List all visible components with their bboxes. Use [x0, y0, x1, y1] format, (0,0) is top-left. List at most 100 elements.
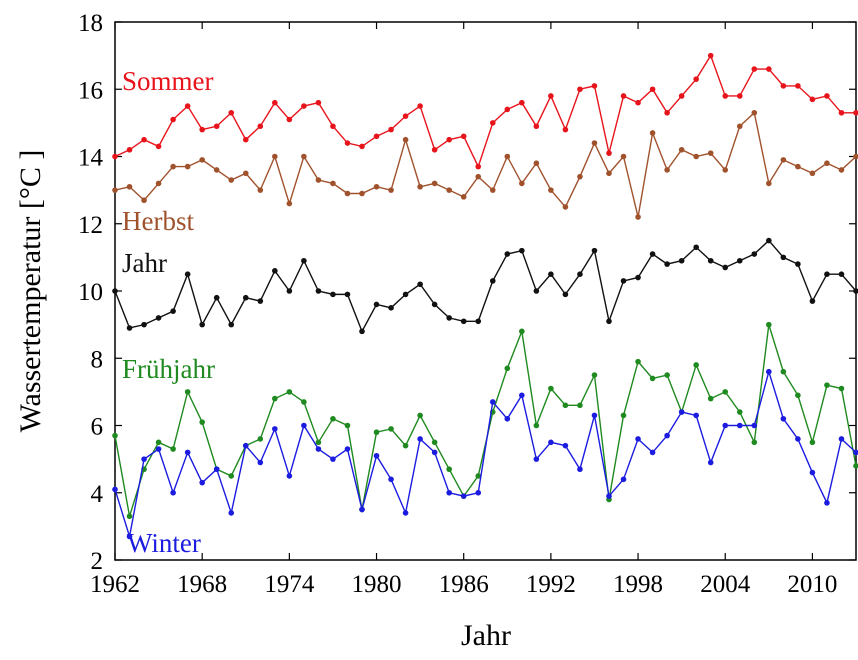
data-point: [577, 86, 583, 93]
y-tick-label: 12: [78, 212, 103, 239]
data-point: [359, 143, 365, 150]
data-point: [272, 153, 278, 160]
data-point: [170, 116, 176, 123]
data-point: [548, 187, 554, 193]
data-point: [693, 412, 699, 419]
data-point: [199, 157, 205, 163]
data-point: [272, 99, 278, 106]
x-tick-label: 1992: [526, 571, 576, 598]
data-point: [228, 473, 235, 479]
data-point: [751, 422, 758, 429]
data-point: [373, 133, 380, 140]
data-point: [257, 123, 264, 130]
y-tick-label: 4: [91, 481, 104, 508]
data-point: [809, 469, 816, 476]
data-point: [199, 126, 205, 133]
data-point: [809, 439, 816, 446]
data-point: [736, 409, 743, 415]
data-point: [795, 261, 801, 267]
data-point: [431, 146, 438, 153]
data-point: [504, 106, 511, 113]
data-point: [577, 271, 583, 277]
data-point: [606, 150, 612, 156]
x-tick-label: 1968: [177, 571, 227, 598]
data-point: [373, 301, 380, 308]
data-point: [301, 422, 307, 429]
data-point: [707, 150, 714, 156]
data-point: [722, 389, 729, 395]
data-point: [213, 466, 220, 473]
data-point: [446, 136, 452, 143]
data-point: [257, 298, 264, 304]
data-point: [257, 459, 264, 466]
data-point: [780, 368, 787, 375]
data-point: [199, 419, 205, 425]
data-point: [736, 123, 743, 130]
data-point: [707, 52, 714, 59]
data-point: [780, 415, 787, 422]
x-tick-label: 1980: [352, 571, 402, 598]
data-point: [301, 153, 307, 160]
data-point: [751, 439, 758, 446]
data-point: [489, 278, 496, 284]
data-point: [431, 439, 438, 446]
data-point: [736, 422, 743, 429]
data-point: [155, 446, 162, 452]
data-point: [475, 163, 482, 170]
series-line: [114, 54, 856, 169]
data-point: [838, 109, 845, 116]
data-point: [141, 456, 147, 462]
data-point: [780, 254, 787, 261]
data-point: [155, 439, 162, 446]
data-point: [519, 328, 525, 335]
data-point: [301, 399, 307, 405]
data-point: [606, 318, 612, 325]
data-point: [795, 392, 801, 399]
data-point: [344, 446, 351, 452]
data-point: [693, 153, 699, 160]
data-point: [213, 123, 220, 130]
data-point: [664, 372, 670, 378]
data-point: [489, 399, 496, 405]
data-point: [606, 170, 612, 177]
data-point: [330, 123, 336, 130]
data-point: [519, 99, 525, 106]
data-point: [155, 143, 162, 150]
data-point: [795, 163, 801, 170]
data-point: [722, 93, 729, 99]
data-point: [315, 288, 322, 294]
x-tick-label: 1974: [264, 571, 315, 598]
data-point: [301, 103, 307, 109]
data-point: [388, 126, 394, 133]
data-point: [853, 288, 858, 294]
data-point: [286, 389, 293, 395]
data-point: [795, 83, 801, 89]
data-point: [330, 180, 336, 187]
data-point: [519, 180, 525, 187]
data-point: [228, 109, 235, 116]
data-point: [649, 375, 656, 382]
data-point: [126, 146, 133, 153]
data-point: [402, 113, 409, 119]
data-point: [809, 96, 816, 103]
data-point: [562, 126, 569, 133]
data-point: [519, 392, 525, 399]
data-point: [577, 402, 583, 409]
x-tick-label: 1986: [439, 571, 489, 598]
y-tick-label: 10: [78, 279, 103, 306]
data-point: [330, 291, 336, 298]
series-label: Sommer: [122, 66, 214, 96]
data-point: [548, 385, 554, 392]
data-point: [359, 328, 365, 335]
data-point: [286, 116, 293, 123]
data-point: [112, 153, 118, 160]
data-point: [475, 173, 482, 180]
data-point: [402, 291, 409, 298]
plot-frame: [114, 21, 857, 561]
data-point: [126, 513, 133, 520]
data-point: [533, 123, 540, 130]
data-point: [446, 489, 452, 496]
data-point: [170, 308, 176, 314]
data-point: [344, 190, 351, 197]
data-point: [504, 365, 511, 372]
